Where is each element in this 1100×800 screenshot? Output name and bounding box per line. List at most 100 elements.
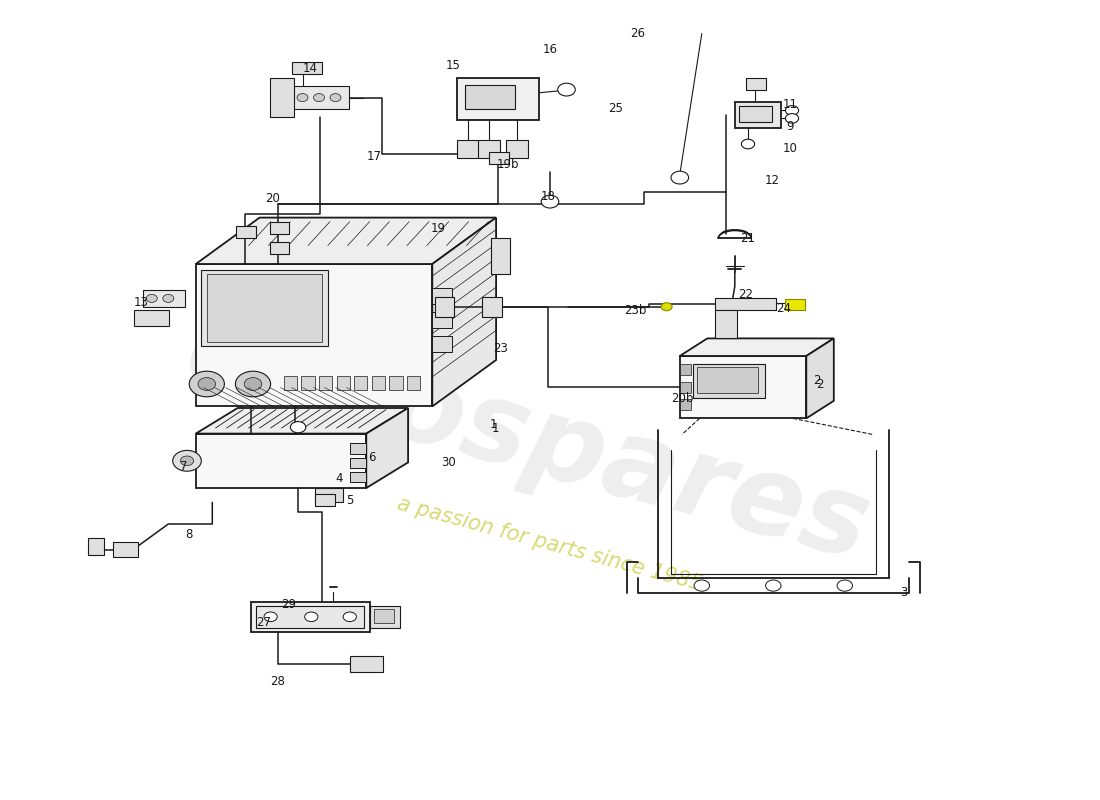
Bar — [372, 376, 385, 390]
Bar — [739, 106, 772, 122]
Text: 1: 1 — [491, 418, 497, 430]
Bar — [292, 62, 322, 74]
Polygon shape — [432, 218, 496, 406]
Bar — [432, 288, 452, 304]
Text: 17: 17 — [366, 150, 382, 162]
Circle shape — [264, 612, 277, 622]
Circle shape — [741, 139, 755, 149]
Circle shape — [290, 422, 306, 433]
Bar — [490, 152, 509, 164]
Text: 16: 16 — [542, 43, 558, 56]
Polygon shape — [680, 356, 806, 418]
Circle shape — [198, 378, 216, 390]
Text: 20b: 20b — [671, 392, 693, 405]
Circle shape — [330, 94, 341, 102]
Text: 23b: 23b — [625, 304, 647, 317]
Text: 27: 27 — [256, 616, 272, 629]
Text: 28: 28 — [270, 675, 285, 688]
Circle shape — [314, 94, 324, 102]
Bar — [301, 376, 315, 390]
Polygon shape — [196, 218, 496, 264]
Bar — [350, 443, 366, 454]
Bar — [697, 367, 758, 393]
Text: 24: 24 — [776, 302, 791, 314]
Circle shape — [694, 580, 710, 591]
Bar — [432, 336, 452, 352]
Bar — [432, 312, 452, 328]
Text: 14: 14 — [302, 62, 318, 74]
Text: 15: 15 — [446, 59, 461, 72]
Bar — [715, 298, 775, 310]
Bar — [350, 458, 366, 468]
Polygon shape — [680, 338, 834, 356]
Text: 2: 2 — [816, 378, 823, 390]
Circle shape — [297, 94, 308, 102]
Text: 9: 9 — [786, 120, 793, 133]
Circle shape — [146, 294, 157, 302]
Bar — [746, 78, 766, 90]
Text: 5: 5 — [346, 494, 353, 506]
Circle shape — [671, 171, 689, 184]
Text: 4: 4 — [336, 472, 342, 485]
Bar — [207, 274, 322, 342]
Polygon shape — [366, 408, 408, 488]
Text: 23: 23 — [493, 342, 508, 354]
Bar — [456, 78, 539, 120]
Text: 26: 26 — [630, 27, 646, 40]
Text: 30: 30 — [441, 456, 456, 469]
Bar — [251, 602, 370, 632]
Polygon shape — [196, 408, 408, 434]
Bar — [374, 609, 394, 623]
Bar — [143, 290, 185, 307]
Bar — [491, 238, 510, 274]
Bar — [270, 78, 294, 117]
Bar — [315, 494, 334, 506]
Text: 29: 29 — [280, 598, 296, 610]
Text: 6: 6 — [368, 451, 375, 464]
Circle shape — [180, 456, 194, 466]
Text: 22: 22 — [738, 288, 754, 301]
Text: 8: 8 — [186, 528, 192, 541]
Circle shape — [235, 371, 271, 397]
Bar — [693, 364, 764, 398]
Bar — [389, 376, 403, 390]
Text: 3: 3 — [901, 586, 908, 598]
Bar — [506, 140, 528, 158]
Text: 7: 7 — [180, 460, 187, 473]
Circle shape — [343, 612, 356, 622]
Bar — [482, 297, 502, 317]
Bar — [478, 140, 500, 158]
Bar — [284, 376, 297, 390]
Circle shape — [163, 294, 174, 302]
Bar — [88, 538, 104, 555]
Text: 19: 19 — [430, 222, 446, 234]
Bar — [270, 242, 289, 254]
Bar — [134, 310, 169, 326]
Circle shape — [305, 612, 318, 622]
Circle shape — [541, 195, 559, 208]
Text: 18: 18 — [540, 190, 556, 202]
Bar — [680, 399, 691, 410]
Polygon shape — [196, 264, 432, 406]
Circle shape — [189, 371, 224, 397]
Text: 20: 20 — [265, 192, 280, 205]
Bar — [113, 542, 138, 557]
Text: 13: 13 — [133, 296, 148, 309]
Text: a passion for parts since 1985: a passion for parts since 1985 — [395, 494, 705, 594]
Circle shape — [785, 114, 799, 123]
Bar — [337, 376, 350, 390]
Circle shape — [785, 106, 799, 115]
Polygon shape — [806, 338, 834, 418]
Bar — [434, 297, 454, 317]
Text: eurospares: eurospares — [175, 298, 881, 582]
Bar — [201, 270, 328, 346]
Bar — [270, 222, 289, 234]
Bar — [350, 472, 366, 482]
Bar — [715, 310, 737, 338]
Bar — [319, 376, 332, 390]
Bar — [354, 376, 367, 390]
Circle shape — [244, 378, 262, 390]
Circle shape — [837, 580, 852, 591]
Text: 1: 1 — [492, 422, 498, 434]
Text: 11: 11 — [782, 98, 797, 110]
